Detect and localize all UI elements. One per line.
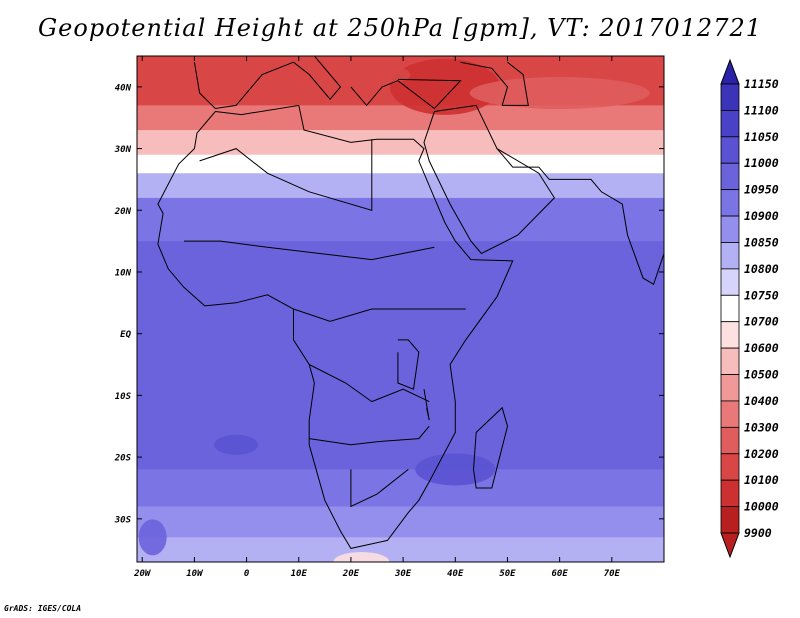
colorbar-label: 10100 bbox=[744, 473, 779, 487]
field-feature bbox=[270, 60, 411, 89]
colorbar-box bbox=[720, 83, 740, 111]
madagascar-coast bbox=[472, 406, 509, 489]
y-tick-label: 20S bbox=[114, 454, 132, 464]
border-south bbox=[309, 425, 430, 446]
lake-malawi bbox=[423, 389, 430, 421]
colorbar: 11150 11100 11050 11000 10950 10900 10850 10800… bbox=[720, 58, 779, 559]
colorbar-label: 10500 bbox=[744, 368, 779, 382]
field-band bbox=[137, 154, 664, 174]
colorbar-label: 10400 bbox=[744, 394, 779, 408]
chart-title: Geopotential Height at 250hPa [gpm], VT:… bbox=[38, 14, 762, 42]
x-tick-label: 60E bbox=[552, 569, 569, 579]
colorbar-box bbox=[720, 242, 740, 270]
border-equatorial bbox=[293, 308, 466, 322]
credit-text: GrADS: IGES/COLA bbox=[4, 604, 82, 613]
colorbar-box bbox=[720, 374, 740, 402]
height-field bbox=[137, 56, 664, 562]
field-feature bbox=[333, 552, 390, 562]
y-tick-label: 10N bbox=[115, 268, 132, 278]
colorbar-box bbox=[720, 189, 740, 217]
colorbar-label: 10850 bbox=[744, 235, 779, 249]
field-band bbox=[137, 407, 664, 470]
africa-coast bbox=[157, 104, 514, 549]
coastlines bbox=[157, 56, 664, 549]
colorbar-label: 10300 bbox=[744, 420, 779, 434]
colorbar-box bbox=[720, 110, 740, 138]
colorbar-box bbox=[720, 479, 740, 507]
plot-frame bbox=[136, 55, 665, 563]
x-tick-label: 20W bbox=[133, 569, 152, 579]
colorbar-box bbox=[720, 321, 740, 349]
colorbar-arrow-bottom bbox=[720, 532, 740, 559]
field-feature bbox=[389, 58, 500, 115]
y-tick-label: 10S bbox=[115, 392, 132, 402]
arabia-coast bbox=[423, 104, 556, 255]
colorbar-box bbox=[720, 453, 740, 481]
colorbar-label: 9900 bbox=[744, 526, 772, 540]
field-band bbox=[137, 105, 664, 131]
field-band bbox=[137, 197, 664, 242]
colorbar-label: 10750 bbox=[744, 288, 779, 302]
colorbar-box bbox=[720, 400, 740, 428]
y-tick-label: 30S bbox=[114, 515, 132, 525]
field-band bbox=[137, 241, 664, 409]
x-tick-label: 70E bbox=[604, 569, 621, 579]
colorbar-label: 11050 bbox=[744, 130, 779, 144]
x-tick-label: 30E bbox=[394, 569, 412, 579]
colorbar-box bbox=[720, 136, 740, 164]
colorbar-box bbox=[720, 162, 740, 191]
colorbar-box bbox=[720, 506, 740, 534]
x-tick-label: 20E bbox=[342, 569, 360, 579]
x-tick-label: 50E bbox=[499, 569, 516, 579]
y-tick-label: 20N bbox=[114, 207, 132, 217]
colorbar-box bbox=[720, 215, 740, 243]
field-feature bbox=[469, 77, 650, 110]
colorbar-label: 10700 bbox=[744, 315, 779, 329]
y-tick-label: 30N bbox=[114, 145, 132, 155]
colorbar-label: 10950 bbox=[744, 183, 779, 197]
x-tick-label: 10E bbox=[291, 569, 308, 579]
colorbar-label: 11150 bbox=[744, 77, 779, 91]
colorbar-label: 10200 bbox=[744, 447, 779, 461]
field-band bbox=[137, 130, 664, 156]
field-feature bbox=[415, 453, 496, 486]
europe-coast bbox=[193, 56, 342, 110]
caspian-coast bbox=[460, 61, 529, 106]
x-tick-label: 10W bbox=[186, 569, 204, 579]
colorbar-box bbox=[720, 294, 740, 323]
border-sahara bbox=[199, 139, 373, 211]
border-kalahari bbox=[350, 469, 409, 508]
anatolia-coast bbox=[350, 78, 462, 110]
field-band bbox=[137, 506, 664, 538]
colorbar-box bbox=[720, 347, 740, 375]
field-band bbox=[137, 173, 664, 199]
colorbar-label: 10000 bbox=[744, 500, 779, 514]
colorbar-label: 11100 bbox=[744, 103, 779, 117]
x-tick-label: 0 bbox=[244, 569, 250, 579]
lakes-region bbox=[397, 339, 420, 390]
colorbar-label: 10800 bbox=[744, 262, 779, 276]
colorbar-label: 11000 bbox=[744, 156, 779, 170]
border-sahel bbox=[184, 240, 435, 261]
colorbar-box bbox=[720, 268, 740, 296]
colorbar-label: 10600 bbox=[744, 341, 779, 355]
field-feature bbox=[138, 519, 167, 556]
y-tick-label: EQ bbox=[120, 330, 131, 340]
axes: 20W 10W 0 10E 20E 30E 40E 50E 60E 70E 40N 30N 20N 10N… bbox=[114, 56, 664, 579]
border-central bbox=[308, 364, 430, 403]
colorbar-arrow-top bbox=[720, 58, 740, 85]
x-tick-label: 40E bbox=[447, 569, 464, 579]
colorbar-label: 10900 bbox=[744, 209, 779, 223]
field-band bbox=[137, 537, 664, 562]
colorbar-box bbox=[720, 426, 740, 455]
y-tick-label: 40N bbox=[115, 83, 132, 93]
field-feature bbox=[214, 434, 259, 455]
asia-coast bbox=[496, 148, 664, 286]
